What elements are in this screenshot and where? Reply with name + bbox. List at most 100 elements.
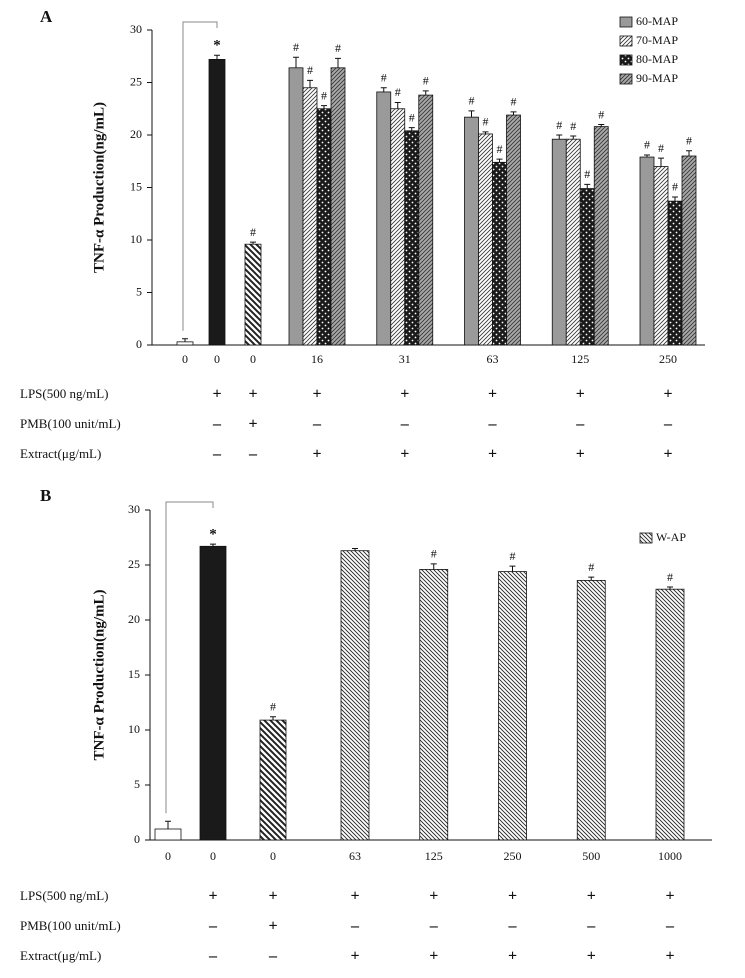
bar: [340, 550, 370, 841]
condition-value: +: [429, 948, 438, 965]
bar: [579, 188, 595, 346]
bar: [259, 719, 287, 841]
condition-value: –: [575, 416, 585, 433]
condition-value: +: [350, 948, 359, 965]
error-bar: [570, 135, 577, 140]
bracket: [182, 21, 218, 331]
x-tick-label: 500: [582, 849, 600, 863]
condition-value: –: [248, 446, 258, 463]
error-bar: [182, 338, 188, 342]
bar: [565, 138, 581, 346]
y-tick-label: 10: [128, 722, 140, 736]
x-tick-label: 0: [214, 352, 220, 366]
condition-value: +: [248, 386, 257, 403]
condition-value: +: [350, 888, 359, 905]
bar: [208, 59, 226, 346]
y-tick-label: 20: [130, 127, 142, 141]
condition-value: +: [248, 416, 257, 433]
bar: [551, 138, 567, 346]
condition-value: –: [400, 416, 410, 433]
x-tick-label: 0: [182, 352, 188, 366]
error-bar: [482, 131, 489, 134]
condition-value: –: [208, 918, 218, 935]
panel-label: B: [40, 486, 51, 505]
legend-swatch: [639, 532, 653, 544]
y-tick-label: 20: [128, 612, 140, 626]
x-tick-label: 250: [504, 849, 522, 863]
condition-value: –: [208, 948, 218, 965]
error-bar: [496, 158, 503, 163]
legend-label: W-AP: [656, 530, 686, 544]
significance-mark: #: [423, 74, 429, 88]
y-axis-label: TNF-α Production(ng/mL): [91, 589, 107, 760]
y-tick-label: 0: [134, 832, 140, 846]
condition-label: Extract(μg/mL): [20, 948, 101, 963]
significance-mark: #: [293, 40, 299, 54]
x-tick-label: 31: [399, 352, 411, 366]
bar: [639, 156, 655, 346]
bar: [653, 166, 669, 346]
significance-mark: #: [584, 167, 590, 181]
significance-mark: #: [497, 142, 503, 156]
condition-value: –: [665, 918, 675, 935]
condition-label: LPS(500 ng/mL): [20, 888, 108, 903]
x-tick-label: 125: [571, 352, 589, 366]
bar: [199, 545, 227, 841]
condition-value: +: [576, 446, 585, 463]
significance-mark: #: [570, 119, 576, 133]
bar: [176, 341, 194, 346]
x-tick-label: 0: [270, 849, 276, 863]
condition-value: –: [663, 416, 673, 433]
bar: [302, 87, 318, 346]
panel-label: A: [40, 7, 53, 26]
legend-swatch: [619, 35, 633, 47]
legend-swatch: [619, 54, 633, 66]
significance-mark: #: [556, 118, 562, 132]
condition-value: +: [663, 386, 672, 403]
x-tick-label: 125: [425, 849, 443, 863]
legend-label: 80-MAP: [636, 52, 678, 66]
legend-swatch: [619, 73, 633, 85]
bar: [655, 588, 685, 841]
condition-value: +: [576, 386, 585, 403]
significance-mark: #: [250, 225, 256, 239]
bar: [593, 126, 609, 346]
error-bar: [408, 127, 415, 131]
bracket: [165, 501, 214, 814]
bar: [576, 580, 606, 841]
y-tick-label: 5: [136, 284, 142, 298]
condition-value: +: [212, 386, 221, 403]
condition-value: –: [212, 446, 222, 463]
error-bar: [556, 134, 563, 140]
significance-mark: #: [469, 94, 475, 108]
bar: [506, 114, 521, 346]
error-bar: [214, 54, 220, 60]
significance-mark: *: [209, 527, 217, 543]
condition-value: –: [508, 918, 518, 935]
condition-value: +: [268, 888, 277, 905]
bar: [492, 161, 507, 346]
bar: [288, 67, 304, 346]
error-bar: [165, 820, 171, 829]
bar: [681, 155, 697, 346]
x-tick-label: 16: [311, 352, 323, 366]
error-bar: [672, 196, 678, 202]
y-tick-label: 5: [134, 777, 140, 791]
error-bar: [686, 150, 692, 156]
error-bar: [468, 110, 475, 118]
error-bar: [335, 57, 341, 68]
x-tick-label: 1000: [658, 849, 682, 863]
x-tick-label: 0: [210, 849, 216, 863]
bar: [316, 108, 332, 346]
y-axis-label: TNF-α Production(ng/mL): [91, 102, 107, 273]
bar: [419, 569, 449, 841]
condition-value: +: [508, 888, 517, 905]
error-bar: [510, 111, 517, 116]
significance-mark: #: [431, 547, 437, 561]
error-bar: [588, 576, 595, 581]
bar: [154, 828, 182, 841]
significance-mark: #: [510, 549, 516, 563]
condition-label: Extract(μg/mL): [20, 446, 101, 461]
bar: [390, 108, 406, 346]
